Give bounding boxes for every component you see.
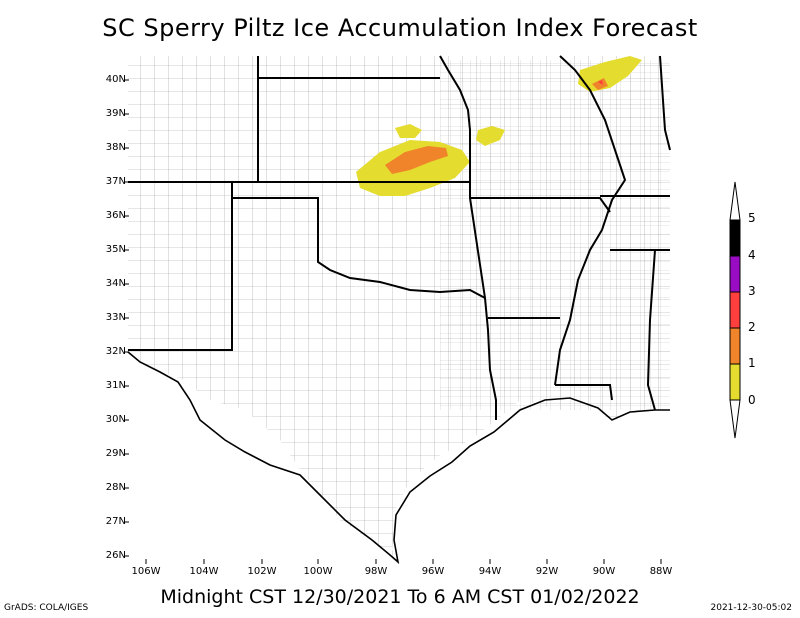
legend-label: 3 bbox=[748, 284, 756, 298]
legend-label: 1 bbox=[748, 356, 756, 370]
legend-label: 0 bbox=[748, 393, 756, 407]
lat-label: 36N bbox=[105, 210, 126, 221]
forecast-period: Midnight CST 12/30/2021 To 6 AM CST 01/0… bbox=[160, 586, 640, 608]
lat-label: 35N bbox=[105, 244, 126, 255]
lon-label: 106W bbox=[131, 566, 161, 577]
lat-label: 31N bbox=[105, 380, 126, 391]
lat-label: 26N bbox=[105, 550, 126, 561]
state-borders bbox=[128, 55, 671, 420]
lon-label: 88W bbox=[649, 566, 673, 577]
lat-label: 33N bbox=[105, 312, 126, 323]
lat-label: 29N bbox=[105, 448, 126, 459]
lon-label: 92W bbox=[535, 566, 559, 577]
map-title: SC Sperry Piltz Ice Accumulation Index F… bbox=[102, 14, 698, 42]
timestamp: 2021-12-30-05:02 bbox=[710, 603, 793, 613]
lon-label: 102W bbox=[247, 566, 277, 577]
lon-label: 96W bbox=[421, 566, 445, 577]
lat-label: 32N bbox=[105, 346, 126, 357]
lat-label: 40N bbox=[105, 74, 126, 85]
software-credit: GrADS: COLA/IGES bbox=[4, 603, 89, 613]
lat-label: 30N bbox=[105, 414, 126, 425]
lat-label: 37N bbox=[105, 176, 126, 187]
lat-label: 39N bbox=[105, 108, 126, 119]
lon-label: 100W bbox=[303, 566, 333, 577]
legend-colorbar bbox=[729, 181, 741, 439]
lon-label: 98W bbox=[364, 566, 388, 577]
lat-label: 27N bbox=[105, 516, 126, 527]
legend-label: 2 bbox=[748, 320, 756, 334]
lat-label: 28N bbox=[105, 482, 126, 493]
lon-label: 94W bbox=[478, 566, 502, 577]
lat-label: 38N bbox=[105, 142, 126, 153]
lat-label: 34N bbox=[105, 278, 126, 289]
legend-label: 5 bbox=[748, 211, 756, 225]
axis-ticks bbox=[124, 79, 662, 564]
legend-label: 4 bbox=[748, 248, 756, 262]
lon-label: 90W bbox=[592, 566, 616, 577]
coastline bbox=[127, 351, 670, 565]
lon-label: 104W bbox=[189, 566, 219, 577]
